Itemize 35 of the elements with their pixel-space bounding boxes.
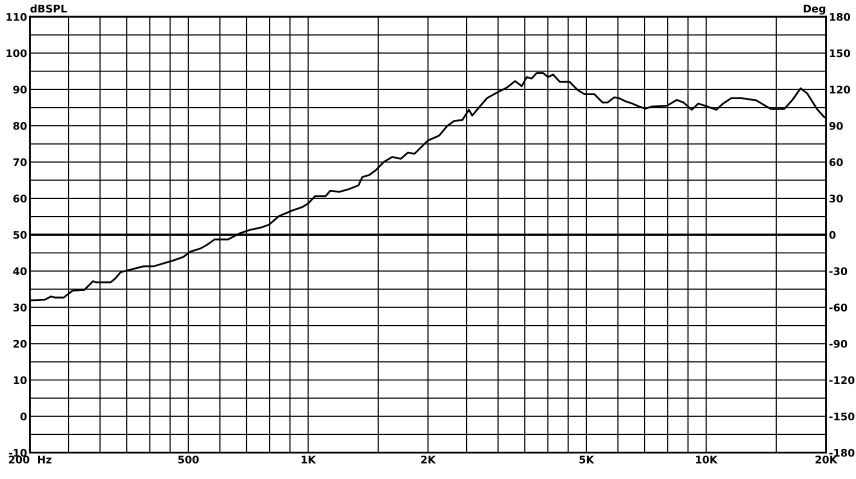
- y-tick-label: 70: [13, 158, 27, 166]
- x-tick-label: 500: [178, 456, 199, 464]
- y-tick-label: 90: [13, 86, 27, 94]
- y-tick-label: 0: [20, 412, 27, 420]
- y-tick-label: 60: [13, 194, 27, 202]
- y2-tick-label: 150: [830, 49, 850, 58]
- y2-tick-label: 30: [830, 194, 843, 202]
- y-tick-label: 20: [14, 340, 27, 348]
- x-tick-label: 200 Hz: [8, 456, 52, 464]
- y2-tick-label: 90: [829, 122, 843, 130]
- x-tick-label: 1K: [302, 456, 316, 464]
- x-tick-label: 2K: [421, 456, 436, 464]
- y-tick-label: 50: [13, 230, 27, 239]
- x-tick-label: 10K: [696, 456, 718, 464]
- y2-tick-label: -180: [829, 448, 854, 457]
- y2-tick-label: -60: [829, 304, 848, 312]
- y2-tick-label: -90: [829, 340, 848, 348]
- y2-tick-label: 60: [829, 158, 843, 166]
- y2-axis-title: Deg: [804, 4, 826, 15]
- y-tick-label: 100: [6, 49, 27, 58]
- y-tick-label: -10: [8, 448, 27, 457]
- y2-tick-label: -150: [829, 412, 854, 420]
- y2-tick-label: -120: [829, 376, 854, 384]
- y2-tick-label: 0: [829, 230, 836, 239]
- y2-tick-label: 180: [830, 12, 850, 21]
- y-axis-title: dBSPL: [30, 4, 67, 13]
- y-tick-label: 40: [13, 267, 27, 276]
- y-tick-label: 10: [14, 376, 27, 384]
- y-tick-label: 110: [6, 12, 27, 21]
- y2-tick-label: -30: [829, 267, 848, 276]
- x-tick-label: 5K: [580, 456, 594, 464]
- y-tick-label: 80: [13, 122, 27, 130]
- y-tick-label: 30: [13, 304, 27, 312]
- x-tick-label: 20K: [816, 456, 838, 464]
- y2-tick-label: 120: [830, 86, 850, 94]
